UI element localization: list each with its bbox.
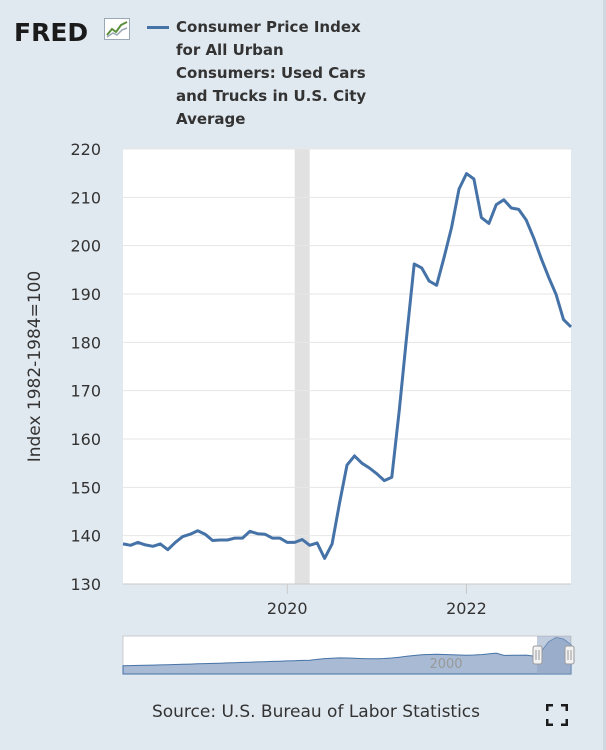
y-tick-label: 160: [70, 430, 101, 449]
y-tick-label: 140: [70, 527, 101, 546]
legend-label[interactable]: Consumer Price Index for All Urban Consu…: [176, 18, 367, 128]
navigator-handle-left[interactable]: [532, 645, 543, 665]
page-right-border: [603, 0, 606, 750]
plot-area: [123, 149, 571, 584]
y-tick-label: 200: [70, 237, 101, 256]
navigator-series: [122, 636, 572, 675]
x-tick-label: 2020: [267, 599, 308, 618]
y-tick-label: 180: [70, 333, 101, 352]
recession-band: [294, 149, 310, 584]
y-tick-label: 150: [70, 478, 101, 497]
y-tick-label: 220: [70, 140, 101, 159]
y-tick-label: 170: [70, 382, 101, 401]
navigator-axis-label: 2000: [429, 657, 462, 672]
y-axis-label: Index 1982-1984=100: [25, 271, 45, 463]
y-tick-label: 130: [70, 575, 101, 594]
series-line: [122, 172, 573, 560]
fred-logo[interactable]: FRED: [14, 18, 89, 47]
y-tick-label: 190: [70, 285, 101, 304]
legend-swatch: [147, 26, 169, 29]
navigator-handle-right[interactable]: [564, 645, 575, 665]
source-note: Source: U.S. Bureau of Labor Statistics: [151, 702, 481, 722]
fullscreen-icon[interactable]: [546, 704, 568, 726]
y-tick-label: 210: [70, 188, 101, 207]
fred-chart-logo-icon: [104, 18, 130, 40]
navigator[interactable]: 2000: [122, 635, 575, 675]
x-tick-label: 2022: [446, 599, 487, 618]
